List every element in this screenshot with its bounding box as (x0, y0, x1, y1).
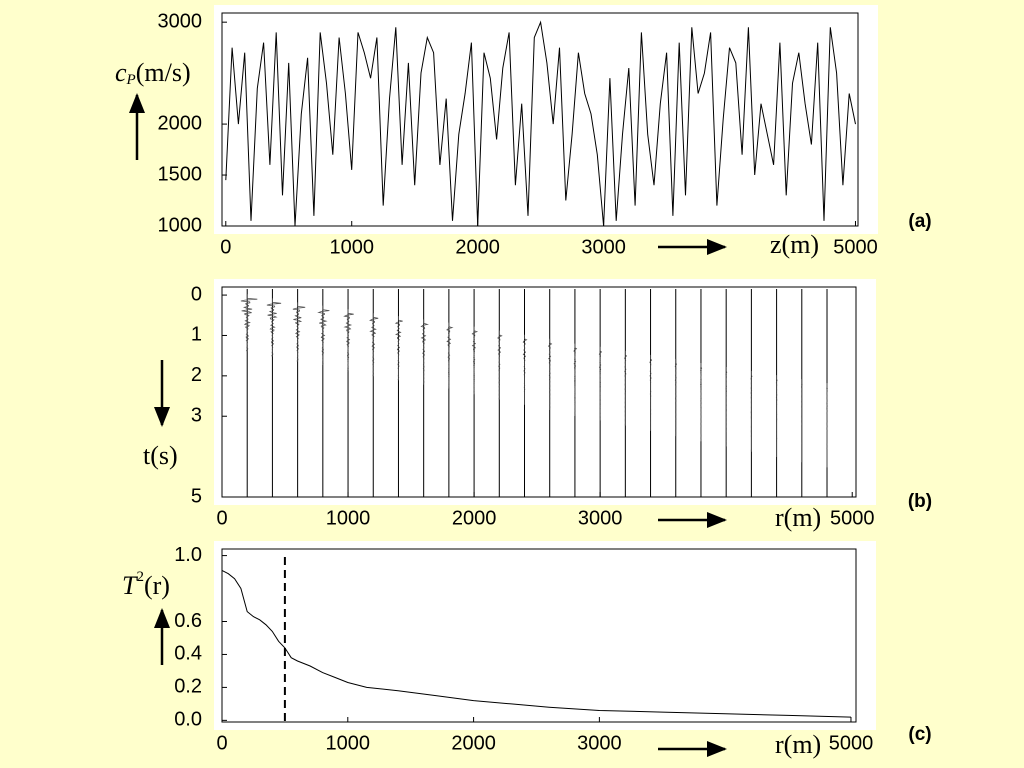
y-axis-label-sub: P (126, 72, 136, 88)
data-line (221, 569, 852, 718)
x-tick-label: 1000 (326, 732, 371, 754)
plot-frame (221, 286, 857, 498)
y-tick-label: 0.0 (174, 709, 202, 731)
y-tick-label: 3 (191, 405, 202, 427)
trace-arrival (343, 309, 354, 372)
x-axis-label: z(m) (770, 230, 819, 259)
trace-arrival (292, 302, 306, 362)
plot-area (214, 279, 876, 505)
y-axis-label: cP(m/s) (115, 58, 191, 88)
x-tick-label: 2000 (452, 507, 497, 529)
plot-area (214, 541, 876, 730)
y-axis-label-var: T (122, 571, 138, 600)
trace-arrival (624, 350, 628, 426)
y-tick-label: 0.4 (174, 643, 202, 665)
x-tick-label: 0 (216, 507, 227, 529)
x-tick-label: 0 (220, 236, 231, 258)
trace-arrival (725, 366, 728, 447)
y-axis-label-unit: (m/s) (136, 58, 191, 87)
x-tick-label: 3000 (578, 507, 623, 529)
y-tick-label: 1 (191, 324, 202, 346)
trace-arrival (573, 343, 578, 417)
y-tick-label: 5 (191, 485, 202, 507)
trace-arrival (317, 305, 330, 367)
trace-arrival (801, 379, 803, 463)
trace-arrival (497, 330, 503, 400)
y-tick-label: 3000 (158, 10, 203, 32)
y-tick-label: 1.0 (174, 544, 202, 566)
trace-arrival (394, 316, 403, 381)
y-tick-label: 0.6 (174, 610, 202, 632)
trace-arrival (522, 334, 528, 405)
trace-arrival (240, 294, 258, 352)
trace-arrival (826, 383, 828, 468)
panel-label: (b) (908, 491, 932, 512)
y-tick-label: 2 (191, 364, 202, 386)
x-tick-label: 5000 (833, 236, 878, 258)
trace-arrival (420, 319, 429, 385)
plot-frame (221, 548, 857, 723)
trace-arrival (471, 326, 479, 395)
trace-arrival (674, 358, 678, 437)
trace-arrival (548, 338, 553, 411)
y-axis-label-unit: (r) (144, 571, 170, 600)
trace-arrival (369, 313, 379, 377)
y-axis-label: t(s) (143, 441, 178, 470)
y-tick-label: 2000 (158, 112, 203, 134)
trace-arrival (750, 371, 753, 452)
x-tick-label: 0 (216, 732, 227, 754)
panel-label: (c) (908, 724, 931, 745)
y-axis-label: T2(r) (122, 569, 170, 600)
x-tick-label: 1000 (329, 236, 374, 258)
plot-area (214, 5, 878, 234)
panel-label: (a) (908, 211, 931, 232)
y-tick-label: 1500 (158, 163, 203, 185)
x-tick-label: 5000 (829, 732, 874, 754)
trace-arrival (700, 362, 703, 442)
y-tick-label: 0.2 (174, 676, 202, 698)
trace-arrival (266, 298, 282, 357)
x-tick-label: 2000 (451, 732, 496, 754)
trace-arrival (775, 375, 778, 457)
y-tick-label: 0 (191, 283, 202, 305)
data-line (225, 20, 856, 227)
y-axis-label-var: c (115, 58, 127, 87)
trace-arrival (649, 354, 653, 431)
x-axis-label: r(m) (775, 503, 821, 532)
x-axis-label: r(m) (775, 730, 821, 759)
x-tick-label: 1000 (326, 507, 371, 529)
x-tick-label: 5000 (830, 507, 875, 529)
trace-arrival (598, 346, 603, 421)
x-tick-label: 3000 (581, 236, 626, 258)
x-tick-label: 3000 (577, 732, 622, 754)
y-axis-label-sup: 2 (136, 569, 144, 585)
trace-arrival (446, 322, 454, 390)
y-tick-label: 1000 (158, 214, 203, 236)
x-tick-label: 2000 (455, 236, 500, 258)
plot-frame (221, 12, 859, 227)
